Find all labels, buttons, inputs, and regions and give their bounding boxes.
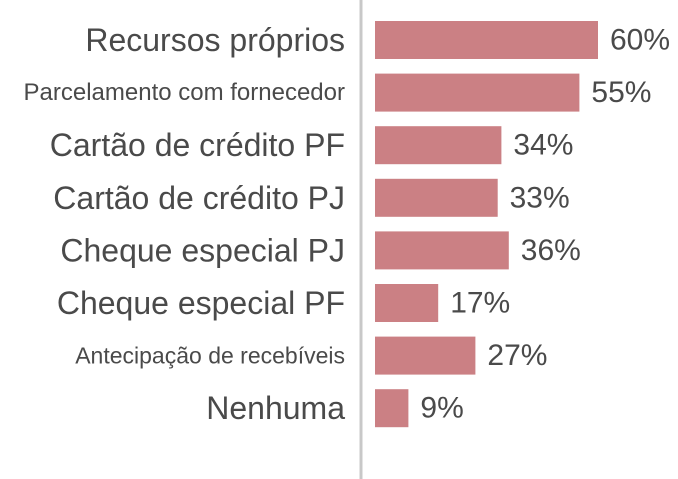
category-label-6: Antecipação de recebíveis [75, 343, 345, 369]
bar-6 [375, 336, 476, 375]
category-label-7: Nenhuma [206, 390, 345, 426]
bars-group [375, 21, 598, 428]
value-label-4: 36% [521, 234, 581, 267]
bar-0 [375, 21, 598, 59]
value-label-5: 17% [450, 287, 510, 320]
bar-4 [375, 231, 509, 270]
category-label-2: Cartão de crédito PF [50, 127, 345, 163]
bar-1 [375, 73, 580, 112]
value-label-7: 9% [420, 392, 463, 425]
value-label-3: 33% [510, 181, 570, 214]
category-label-0: Recursos próprios [85, 22, 345, 58]
value-label-2: 34% [513, 129, 573, 162]
category-label-4: Cheque especial PJ [60, 232, 345, 268]
value-label-1: 55% [591, 76, 651, 109]
category-label-1: Parcelamento com fornecedor [24, 79, 346, 106]
category-label-5: Cheque especial PF [57, 285, 345, 321]
value-label-0: 60% [610, 24, 670, 57]
category-label-3: Cartão de crédito PJ [53, 180, 345, 216]
bar-2 [375, 126, 502, 165]
value-label-6: 27% [487, 339, 547, 372]
bar-3 [375, 178, 498, 217]
bar-5 [375, 284, 439, 322]
category-labels-group: Recursos próprios Parcelamento com fornec… [24, 22, 346, 426]
value-labels-group: 60% 55% 34% 33% 36% 17% 27% 9% [420, 24, 670, 425]
bar-7 [375, 389, 409, 428]
